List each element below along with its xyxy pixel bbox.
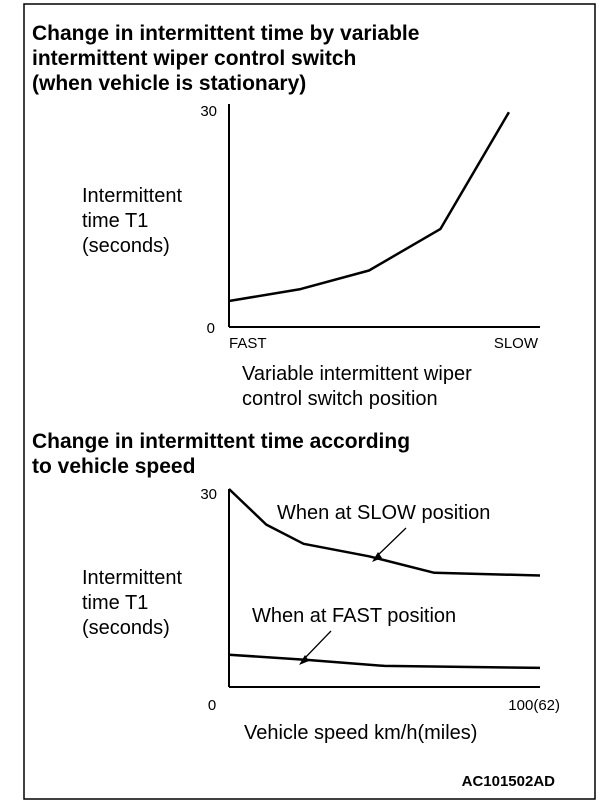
chart-1-title-line-3: (when vehicle is stationary): [32, 72, 306, 95]
chart-2-y-label-line-3: (seconds): [82, 617, 170, 639]
chart-1-x-tick-start: FAST: [229, 335, 267, 352]
chart-1-x-label-line-2: control switch position: [242, 388, 438, 410]
chart-1-title-line-2: intermittent wiper control switch: [32, 47, 356, 70]
chart-2-y-label-line-2: time T1: [82, 592, 148, 614]
figure-code: AC101502AD: [462, 773, 556, 790]
chart-2-title-line-2: to vehicle speed: [32, 455, 195, 478]
chart-1-x-label-line-1: Variable intermittent wiper: [242, 363, 472, 385]
chart-1-y-label-line-2: time T1: [82, 210, 148, 232]
chart-1-y-label-line-3: (seconds): [82, 235, 170, 257]
chart-2-y-label-line-1: Intermittent: [82, 567, 182, 589]
chart-2-fast-leader-arrow: [299, 655, 309, 665]
chart-2-x-tick-max: 100(62): [508, 697, 560, 714]
chart-2-title-line-1: Change in intermittent time according: [32, 430, 410, 453]
chart-2-slow-leader-line: [375, 527, 407, 558]
chart-1-x-tick-end: SLOW: [494, 335, 539, 352]
chart-1: Change in intermittent time by variable …: [32, 22, 540, 410]
chart-2-fast-leader-line: [302, 630, 332, 661]
chart-2-series-fast-label: When at FAST position: [252, 605, 456, 627]
chart-2-x-tick-min: 0: [208, 697, 216, 714]
chart-1-title-line-1: Change in intermittent time by variable: [32, 22, 419, 45]
chart-2-x-label: Vehicle speed km/h(miles): [244, 722, 477, 744]
chart-1-y-label-line-1: Intermittent: [82, 185, 182, 207]
chart-2-y-tick-max: 30: [200, 486, 217, 503]
chart-1-y-tick-min: 0: [207, 320, 215, 337]
chart-1-series-line: [228, 111, 510, 303]
chart-2-slow-leader-arrow: [372, 552, 382, 562]
chart-2-series-fast-line: [228, 653, 541, 670]
chart-1-y-tick-max: 30: [200, 103, 217, 120]
chart-2-series-slow-line: [228, 488, 541, 577]
chart-2: Change in intermittent time according to…: [32, 430, 560, 744]
figure-border: [23, 3, 596, 800]
chart-2-series-slow-label: When at SLOW position: [277, 502, 490, 524]
